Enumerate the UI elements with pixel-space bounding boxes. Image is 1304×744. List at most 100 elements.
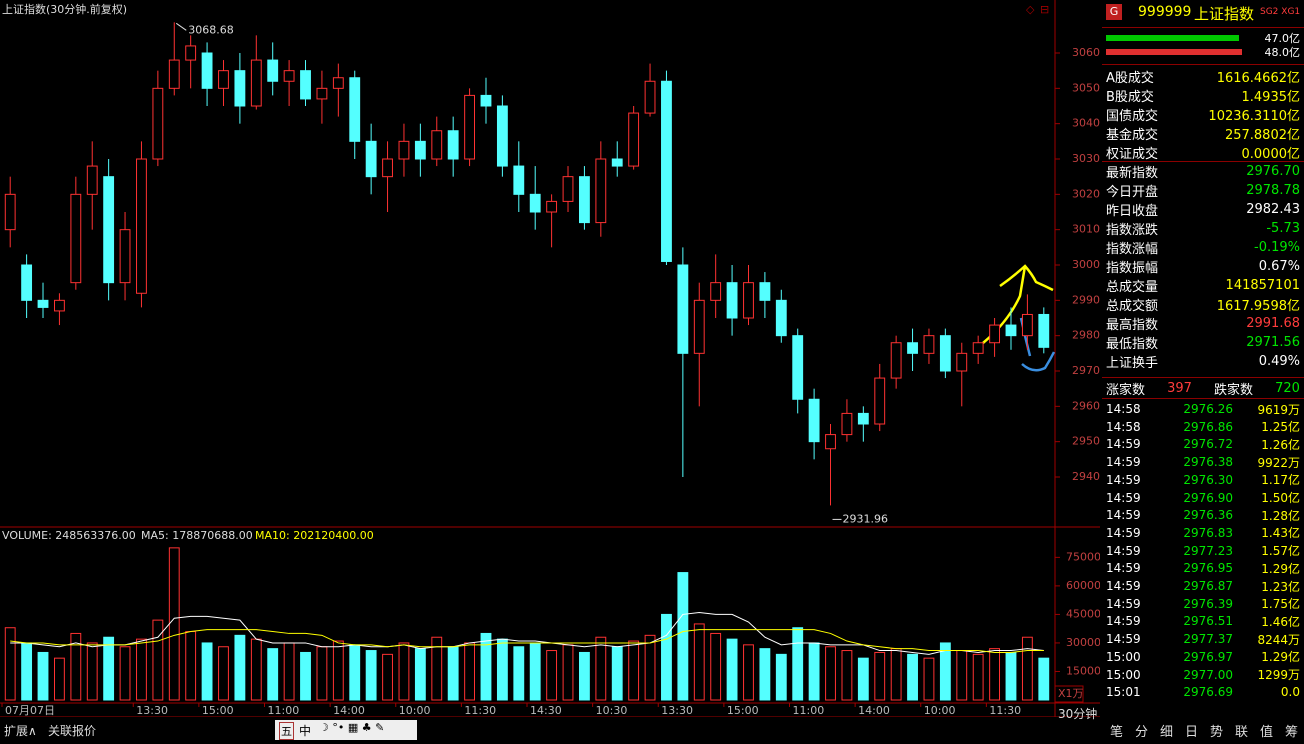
y-tick-label: 3030 [1072, 152, 1100, 165]
volume-bar [464, 642, 475, 701]
stat-row: 今日开盘 2978.78 [1106, 181, 1300, 200]
y-tick-label: 2960 [1072, 399, 1100, 412]
trade-volume: 1.26亿 [1261, 437, 1300, 452]
candle-body [4, 193, 16, 231]
volume-bar [218, 646, 229, 701]
trade-price: 2976.83 [1183, 525, 1233, 540]
side-tab[interactable]: 分 [1135, 725, 1149, 740]
candle-body [398, 140, 410, 160]
stat-row: 国债成交 10236.3110亿 [1106, 105, 1300, 124]
trade-row: 14:59 2976.72 1.26亿 [1106, 435, 1300, 453]
volume-bar [1021, 636, 1033, 701]
high-label: 3068.68 [188, 23, 234, 36]
volume-bar [529, 642, 541, 701]
candle-body [693, 299, 705, 354]
code: 999999 [1138, 4, 1192, 20]
candle-body [595, 158, 607, 224]
trade-volume: 1.17亿 [1261, 473, 1300, 488]
side-tab[interactable]: 值 [1260, 725, 1274, 740]
side-tab[interactable]: 笔 [1110, 725, 1124, 740]
side-tab[interactable]: 细 [1160, 725, 1174, 740]
trade-price: 2976.36 [1183, 508, 1233, 523]
stat-value: 2976.70 [1246, 163, 1300, 179]
volume-bar [825, 646, 836, 701]
related-quotes-button[interactable]: 关联报价 [48, 724, 97, 738]
stat-value: 2971.56 [1246, 334, 1300, 350]
toolbar-icons[interactable]: ☽ °• ▦ ♣ ✎ [319, 721, 385, 734]
volume-bar [283, 642, 295, 701]
toolbar-item[interactable]: 中 [299, 724, 312, 738]
volume-bar [792, 627, 804, 701]
candle-body [21, 264, 33, 301]
volume-bar [989, 648, 1000, 701]
candle-body [989, 324, 1000, 344]
trade-time: 15:00 [1106, 667, 1141, 682]
icon[interactable]: ⊟ [1040, 3, 1049, 16]
volume-bar [1038, 657, 1050, 701]
trade-price: 2977.23 [1183, 543, 1233, 558]
candle-body [1038, 313, 1050, 348]
period[interactable]: 30分钟 [1058, 707, 1098, 721]
trade-row: 14:59 2976.87 1.23亿 [1106, 577, 1300, 595]
volume-bar [201, 642, 213, 701]
icon[interactable]: ◇ [1026, 3, 1035, 16]
candle-body [956, 352, 968, 372]
side-tab[interactable]: 势 [1210, 725, 1224, 740]
expand-button[interactable]: 扩展∧ [4, 724, 37, 738]
candle-body [841, 412, 853, 436]
side-tab[interactable]: 联 [1235, 725, 1249, 740]
trade-time: 15:00 [1106, 649, 1141, 664]
trade-volume: 1.75亿 [1261, 597, 1300, 612]
trade-volume: 9922万 [1257, 455, 1300, 470]
volume-bar [37, 651, 49, 701]
stat-value: 0.67% [1258, 258, 1300, 274]
y-tick-label: 30000 [1066, 636, 1100, 649]
stat-label: 今日开盘 [1106, 184, 1159, 200]
trade-time: 14:59 [1106, 579, 1141, 593]
y-tick-label: 3050 [1072, 81, 1100, 94]
arrow [175, 22, 187, 31]
candle-body [152, 87, 164, 160]
candle-body [70, 193, 82, 284]
ad-item: 397 [1167, 380, 1192, 396]
chart-title: 上证指数(30分钟.前复权) [2, 2, 127, 16]
volume-bar [496, 638, 508, 701]
volume-bar [907, 653, 918, 701]
candle-body [661, 80, 672, 262]
x-tick-label: 13:30 [136, 704, 168, 717]
volume-bar [890, 648, 902, 701]
stat-value: -5.73 [1266, 220, 1300, 236]
stat-value: 1.4935亿 [1241, 89, 1301, 105]
trade-price: 2976.51 [1183, 614, 1233, 629]
candle-body [480, 94, 492, 107]
x-tick-label: 11:00 [793, 704, 825, 717]
candle-body [496, 105, 508, 167]
trade-row: 15:01 2976.69 0.0 [1106, 683, 1300, 701]
candle-body [923, 335, 935, 354]
volume-bar [54, 657, 65, 701]
stat-label: 昨日收盘 [1106, 203, 1159, 219]
trade-time: 14:59 [1106, 508, 1141, 523]
x-tick-label: 10:00 [399, 704, 431, 717]
trade-price: 2976.97 [1183, 649, 1233, 664]
candle-body [316, 87, 328, 100]
candle-body [86, 165, 98, 195]
volume-bar [316, 646, 328, 701]
toolbar-icon[interactable]: 五 [279, 722, 294, 740]
volume-bar [185, 631, 197, 701]
stat-value: 10236.3110亿 [1208, 108, 1300, 124]
x-tick-label: 11:00 [268, 704, 300, 717]
flow-bar [1106, 49, 1242, 55]
side-tab[interactable]: 筹 [1285, 725, 1299, 740]
stat-row: B股成交 1.4935亿 [1106, 86, 1301, 105]
volume-bar [562, 644, 574, 701]
candle-body [907, 342, 918, 354]
trade-row: 14:59 2976.95 1.29亿 [1106, 559, 1300, 577]
stat-value: 2991.68 [1246, 315, 1300, 331]
candle-body [611, 158, 623, 167]
stat-label: B股成交 [1106, 89, 1154, 105]
side-tab[interactable]: 日 [1185, 725, 1199, 740]
volume-bar [923, 657, 935, 701]
trade-row: 15:00 2977.00 1299万 [1106, 666, 1300, 684]
volume-bar [677, 572, 689, 701]
